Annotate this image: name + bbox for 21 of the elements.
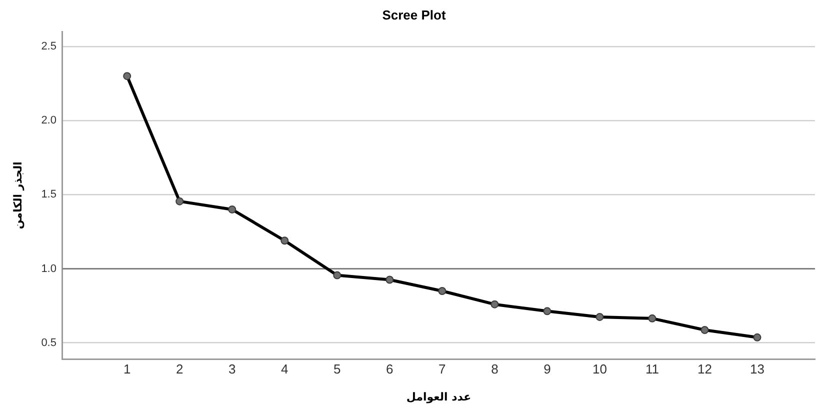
- x-tick-label: 1: [123, 362, 131, 377]
- x-tick-label: 12: [697, 362, 712, 377]
- x-tick-label: 7: [438, 362, 446, 377]
- x-tick-label: 9: [544, 362, 551, 377]
- x-tick-label: 2: [176, 362, 184, 377]
- x-tick-label: 4: [281, 362, 288, 377]
- y-tick-label: 1.0: [41, 262, 56, 275]
- y-tick-label: 0.5: [41, 336, 56, 349]
- x-tick-label: 13: [750, 362, 764, 377]
- y-tick-label: 1.5: [41, 188, 56, 201]
- y-axis-title: الجذر الكامن: [11, 162, 24, 230]
- x-tick-label: 11: [645, 362, 659, 377]
- x-tick-label: 6: [386, 362, 394, 377]
- chart-title: Scree Plot: [382, 7, 446, 22]
- y-tick-label: 2.5: [41, 40, 56, 52]
- x-tick-label: 3: [228, 362, 236, 377]
- x-tick-label: 5: [334, 362, 341, 377]
- x-tick-label: 8: [491, 362, 498, 377]
- x-tick-label: 10: [592, 362, 607, 377]
- x-axis-title: عدد العوامل: [406, 390, 472, 404]
- y-tick-label: 2.0: [41, 114, 56, 127]
